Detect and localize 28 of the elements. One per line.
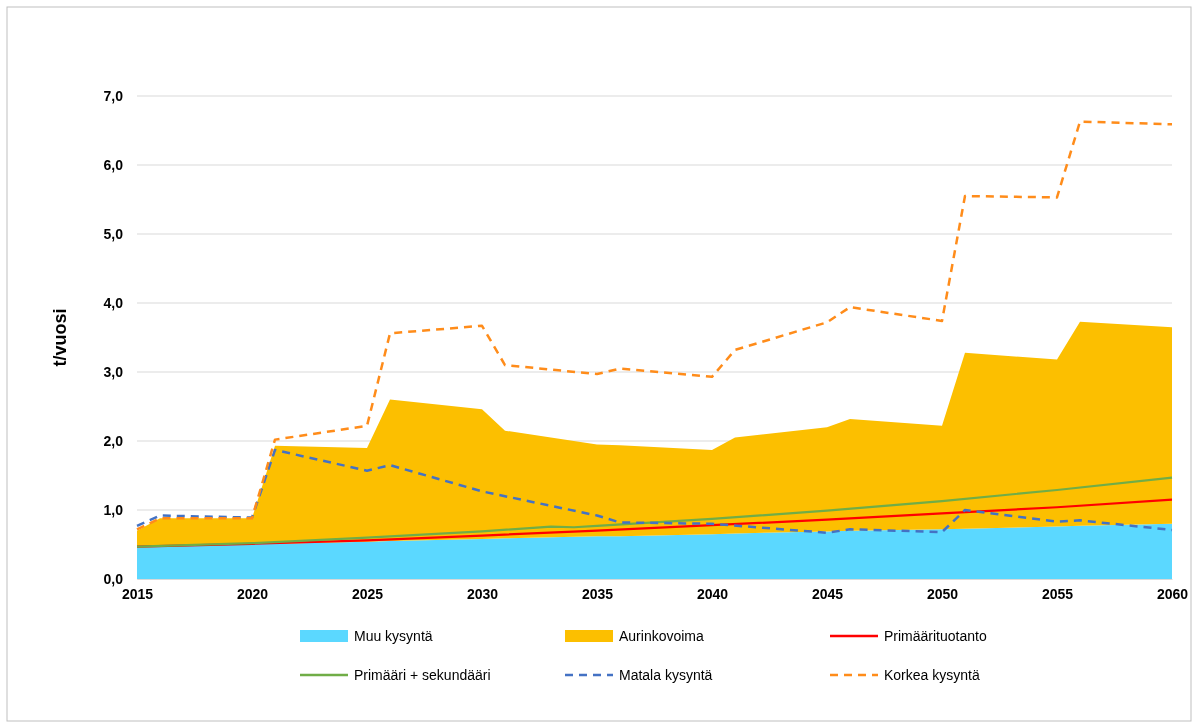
x-tick-label: 2050	[926, 585, 959, 602]
y-tick-label: 0,0	[103, 570, 124, 587]
legend-label: Korkea kysyntä	[884, 667, 980, 683]
x-tick-label: 2025	[351, 585, 384, 602]
x-tick-label: 2040	[696, 585, 729, 602]
legend-label: Primääri + sekundääri	[354, 667, 491, 683]
y-tick-label: 3,0	[103, 363, 124, 380]
legend-label: Aurinkovoima	[619, 628, 705, 644]
x-tick-label: 2015	[121, 585, 154, 602]
x-tick-label: 2045	[811, 585, 844, 602]
y-tick-label: 2,0	[103, 432, 124, 449]
y-tick-label: 4,0	[103, 294, 124, 311]
x-tick-label: 2060	[1156, 585, 1189, 602]
y-tick-label: 5,0	[103, 225, 124, 242]
y-tick-label: 6,0	[103, 156, 124, 173]
legend-label: Matala kysyntä	[619, 667, 713, 683]
x-tick-label: 2035	[581, 585, 614, 602]
line-series	[135, 120, 1174, 531]
legend-label: Muu kysyntä	[354, 628, 433, 644]
x-tick-label: 2020	[236, 585, 269, 602]
y-tick-label: 7,0	[103, 87, 124, 104]
legend-label: Primäärituotanto	[884, 628, 987, 644]
x-tick-label: 2030	[466, 585, 499, 602]
line-series	[135, 448, 1174, 535]
line-series	[135, 476, 1174, 548]
y-tick-label: 1,0	[103, 501, 124, 518]
y-axis-title: t/vuosi	[50, 308, 70, 367]
x-tick-label: 2055	[1041, 585, 1074, 602]
